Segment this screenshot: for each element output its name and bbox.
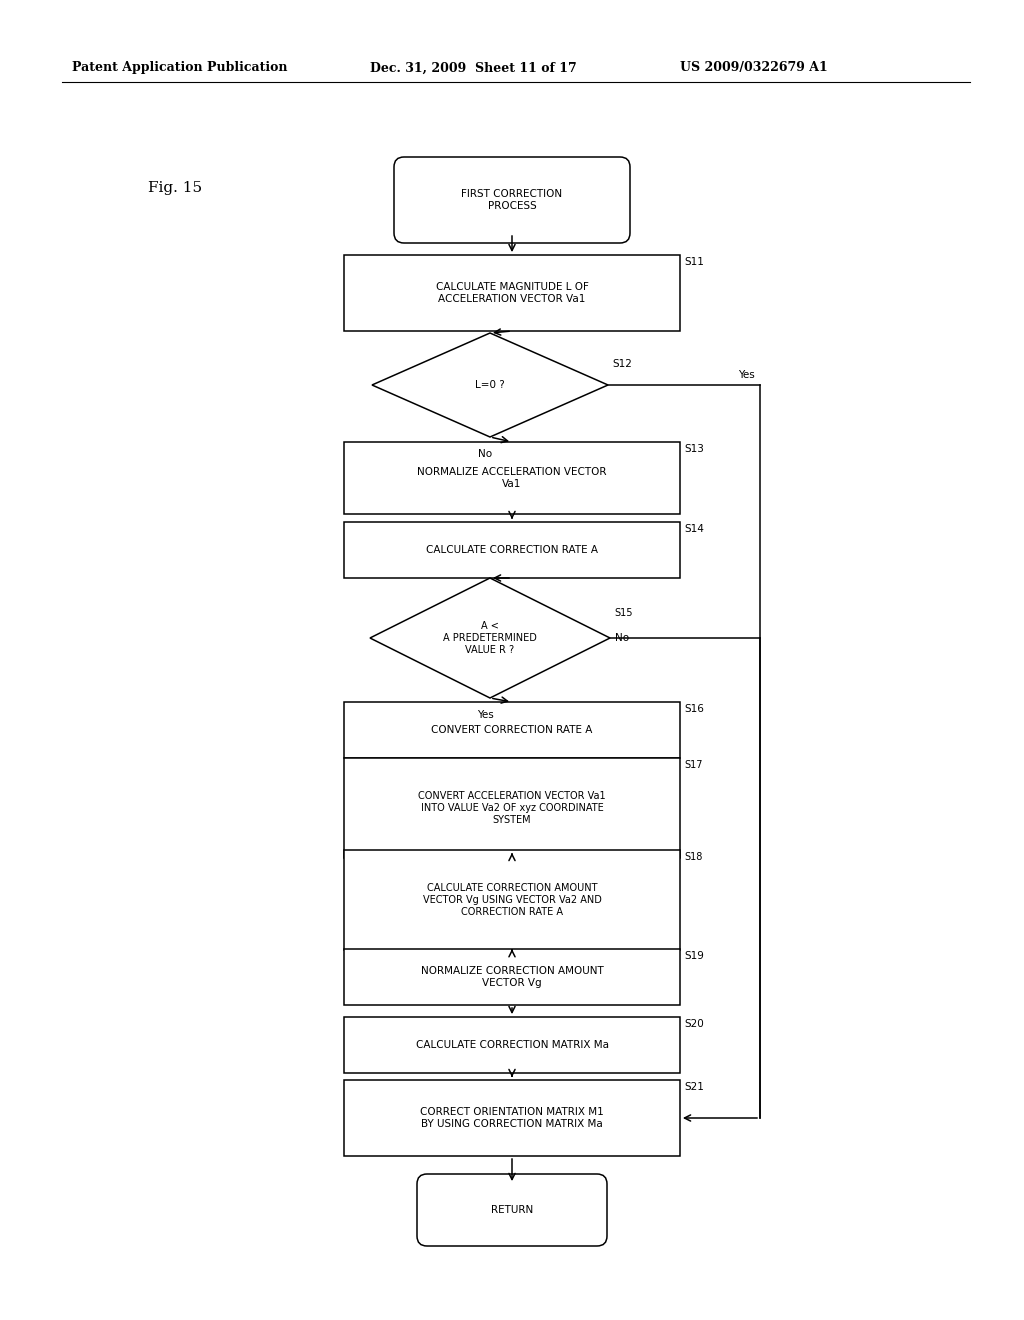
Text: FIRST CORRECTION
PROCESS: FIRST CORRECTION PROCESS	[462, 189, 562, 211]
Text: S11: S11	[684, 257, 703, 267]
Text: S21: S21	[684, 1082, 703, 1092]
Polygon shape	[370, 578, 610, 698]
FancyBboxPatch shape	[344, 255, 680, 331]
Text: US 2009/0322679 A1: US 2009/0322679 A1	[680, 62, 827, 74]
Text: Fig. 15: Fig. 15	[148, 181, 202, 195]
Text: CALCULATE CORRECTION RATE A: CALCULATE CORRECTION RATE A	[426, 545, 598, 554]
FancyBboxPatch shape	[344, 758, 680, 858]
Text: RETURN: RETURN	[490, 1205, 534, 1214]
Text: CONVERT ACCELERATION VECTOR Va1
INTO VALUE Va2 OF xyz COORDINATE
SYSTEM: CONVERT ACCELERATION VECTOR Va1 INTO VAL…	[418, 792, 606, 825]
FancyBboxPatch shape	[344, 702, 680, 758]
Text: NORMALIZE CORRECTION AMOUNT
VECTOR Vg: NORMALIZE CORRECTION AMOUNT VECTOR Vg	[421, 966, 603, 987]
FancyBboxPatch shape	[344, 850, 680, 950]
FancyBboxPatch shape	[394, 157, 630, 243]
FancyBboxPatch shape	[344, 442, 680, 513]
Text: S20: S20	[684, 1019, 703, 1030]
Text: S16: S16	[684, 704, 703, 714]
Text: CALCULATE CORRECTION AMOUNT
VECTOR Vg USING VECTOR Va2 AND
CORRECTION RATE A: CALCULATE CORRECTION AMOUNT VECTOR Vg US…	[423, 883, 601, 916]
Text: CALCULATE CORRECTION MATRIX Ma: CALCULATE CORRECTION MATRIX Ma	[416, 1040, 608, 1049]
Text: No: No	[478, 449, 493, 459]
Text: S19: S19	[684, 950, 703, 961]
FancyBboxPatch shape	[344, 949, 680, 1005]
Text: No: No	[615, 634, 629, 643]
Polygon shape	[372, 333, 608, 437]
Text: S14: S14	[684, 524, 703, 535]
FancyBboxPatch shape	[344, 1016, 680, 1073]
FancyBboxPatch shape	[417, 1173, 607, 1246]
Text: CORRECT ORIENTATION MATRIX M1
BY USING CORRECTION MATRIX Ma: CORRECT ORIENTATION MATRIX M1 BY USING C…	[420, 1107, 604, 1129]
Text: CONVERT CORRECTION RATE A: CONVERT CORRECTION RATE A	[431, 725, 593, 735]
Text: S17: S17	[684, 760, 702, 770]
Text: S13: S13	[684, 444, 703, 454]
Text: NORMALIZE ACCELERATION VECTOR
Va1: NORMALIZE ACCELERATION VECTOR Va1	[417, 467, 607, 488]
Text: L=0 ?: L=0 ?	[475, 380, 505, 389]
Text: Patent Application Publication: Patent Application Publication	[72, 62, 288, 74]
Text: Yes: Yes	[476, 710, 494, 719]
Text: S12: S12	[612, 359, 632, 370]
Text: CALCULATE MAGNITUDE L OF
ACCELERATION VECTOR Va1: CALCULATE MAGNITUDE L OF ACCELERATION VE…	[435, 282, 589, 304]
Text: S18: S18	[684, 851, 702, 862]
FancyBboxPatch shape	[344, 1080, 680, 1156]
Text: S15: S15	[614, 609, 633, 618]
Text: Yes: Yes	[738, 370, 755, 380]
FancyBboxPatch shape	[344, 521, 680, 578]
Text: A <
A PREDETERMINED
VALUE R ?: A < A PREDETERMINED VALUE R ?	[443, 622, 537, 655]
Text: Dec. 31, 2009  Sheet 11 of 17: Dec. 31, 2009 Sheet 11 of 17	[370, 62, 577, 74]
